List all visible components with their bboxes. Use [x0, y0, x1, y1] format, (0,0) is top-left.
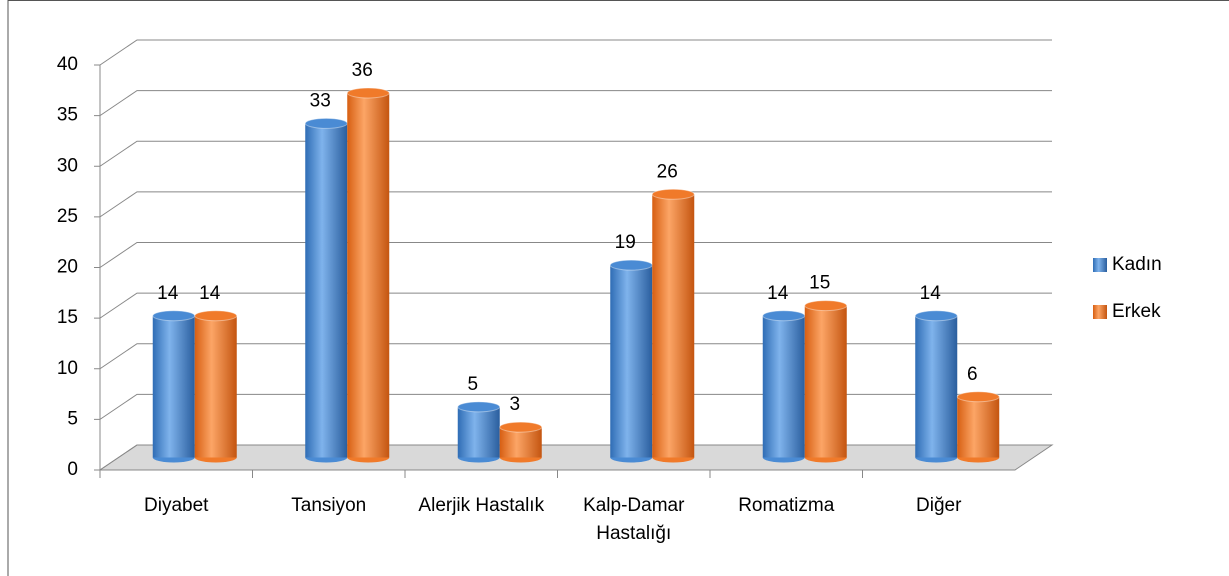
bar-body: [194, 315, 237, 458]
bar-body: [347, 93, 390, 458]
x-tick-label: Alerjik Hastalık: [418, 495, 545, 516]
bar-top: [651, 188, 695, 200]
data-label: 33: [310, 90, 331, 111]
bar-body: [762, 315, 805, 458]
x-tick-label: Kalp-Damar Hastalığı: [583, 495, 685, 544]
legend-swatch: [1093, 258, 1107, 272]
grid-line: [99, 39, 1052, 66]
bar-body: [610, 265, 653, 458]
bar-body: [804, 305, 847, 458]
bar-body: [499, 427, 542, 458]
bar-top: [457, 401, 501, 413]
bar-top: [762, 310, 806, 322]
y-tick-label: 20: [57, 257, 78, 278]
bar-top: [152, 310, 196, 322]
data-label: 14: [157, 283, 179, 304]
data-label: 19: [615, 232, 636, 253]
bar-body: [305, 123, 348, 458]
y-tick-label: 40: [57, 54, 78, 75]
floor: [98, 444, 1054, 471]
data-label: 26: [657, 161, 678, 182]
legend-label: Erkek: [1112, 301, 1161, 322]
y-tick-label: 15: [57, 307, 78, 328]
data-label: 15: [809, 273, 830, 294]
bar-top: [499, 421, 543, 433]
grid-line: [99, 393, 1052, 420]
data-label: 3: [509, 394, 520, 415]
bar-top: [956, 391, 1000, 403]
data-label: 14: [199, 283, 221, 304]
bar: [609, 259, 653, 463]
y-tick-label: 10: [57, 358, 78, 379]
bar: [956, 391, 1000, 463]
data-label: 6: [967, 364, 978, 385]
bar-top: [804, 300, 848, 312]
bar: [914, 310, 958, 463]
legend-swatch: [1093, 305, 1107, 319]
x-tick-label: Diğer: [916, 495, 962, 516]
bar: [457, 401, 501, 463]
bar: [194, 310, 238, 463]
data-label: 14: [920, 283, 942, 304]
grid-line: [99, 343, 1052, 370]
x-tick-label: Diyabet: [144, 495, 209, 516]
bar-body: [915, 315, 958, 458]
bar: [152, 310, 196, 463]
bar-top: [194, 310, 238, 322]
bar-top: [914, 310, 958, 322]
bar-top: [346, 87, 390, 99]
x-tick-label: Romatizma: [738, 495, 835, 516]
bar: [651, 188, 695, 463]
data-label: 5: [467, 374, 478, 395]
bar-body: [457, 406, 500, 458]
grid-line: [99, 140, 1052, 167]
bar-top: [304, 117, 348, 129]
y-tick-label: 25: [57, 206, 78, 227]
data-label: 14: [767, 283, 789, 304]
bar: [499, 421, 543, 463]
bar: [762, 310, 806, 463]
x-tick-label: Tansiyon: [291, 495, 367, 516]
grid-line: [99, 191, 1052, 218]
data-label: 36: [352, 60, 373, 81]
legend-label: Kadın: [1112, 254, 1162, 275]
y-tick-label: 0: [67, 459, 78, 480]
bar: [804, 300, 848, 463]
grid-line: [99, 292, 1052, 319]
grid-line: [99, 242, 1052, 268]
y-tick-label: 30: [57, 155, 78, 176]
bar-body: [652, 194, 695, 458]
bar-top: [609, 259, 653, 271]
bar-body: [957, 396, 1000, 458]
bar-body: [152, 315, 195, 458]
grid-line: [99, 90, 1052, 117]
y-tick-label: 35: [57, 105, 78, 126]
bar: [346, 87, 390, 463]
y-tick-label: 5: [67, 408, 78, 429]
grid-line: [99, 444, 1052, 471]
bar: [304, 117, 348, 463]
